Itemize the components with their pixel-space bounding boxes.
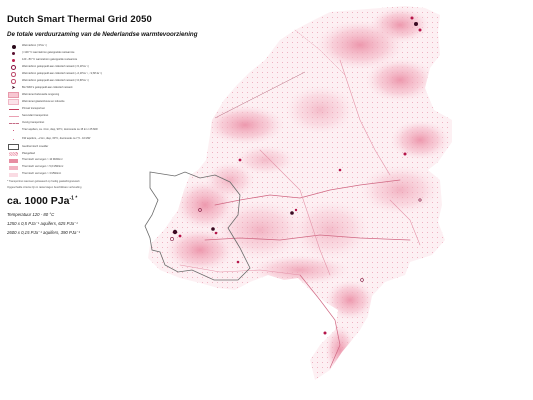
aquifer-dot-icon [7, 128, 20, 133]
aquifer-tiny-dot-icon [7, 137, 20, 142]
secondary-line-icon [7, 113, 20, 118]
large-source-icon [7, 44, 20, 49]
legend-item: Warmtebron (>PJa⁻¹) [7, 44, 117, 49]
legend-item: Thermisch vermogen > 3 MW/km² [7, 172, 117, 177]
legend-label: Geothermisch moedler [22, 144, 49, 148]
legend-label: Warmtenet glastuinbouw en industrie [22, 99, 65, 103]
fill-high-icon [7, 158, 20, 163]
legend-label: Warmtebron gekoppeld aan collectief netw… [22, 65, 89, 69]
arrow-icon: ➤ [11, 84, 16, 91]
legend-item: Primair transportnet [7, 106, 117, 111]
legend-label: Warmtenet bebouwde omgeving [22, 92, 60, 96]
legend-label: Thermisch vermogen > 5,6 MW/km² [22, 165, 64, 169]
red-dot-icon [7, 58, 20, 63]
legend-item: Plangebied [7, 151, 117, 156]
legend-label: KW aquifers, ~2 km, diep, 60°C, doorsned… [22, 136, 91, 140]
legend-item: (<130 °C warmtebron gekoppelde restwarmt… [7, 51, 117, 56]
fill-low-icon [7, 172, 20, 177]
plan-area-boundary [144, 171, 251, 281]
legend-label: Thermisch vermogen > 10 MW/km² [22, 158, 63, 162]
legend-item: ➤ Bio WKK's gekoppeld aan collectief net… [7, 84, 117, 91]
legend-footnote: * Transportnet wanneer gebaseerd op huid… [7, 180, 80, 183]
legend-label: Plangebied [22, 151, 35, 155]
dark-dot-icon [7, 51, 20, 56]
legend-item: Warmtenet bebouwde omgeving [7, 92, 117, 99]
heat-density-layer [165, 7, 450, 375]
light-area-icon [7, 99, 20, 106]
legend-item: Triaz aquifers, ca. 4 km, diep, 90°C, do… [7, 127, 117, 134]
map-subtitle: De totale verduurzaming van de Nederland… [7, 31, 198, 38]
legend-item: 120 - 80 °C warmtebron gekoppelde restwa… [7, 58, 117, 63]
dashed-line-icon [7, 120, 20, 125]
legend-label: Overig transportnet [22, 120, 45, 124]
small-ring-icon [7, 72, 20, 77]
legend-label: Warmtebron gekoppeld aan collectief netw… [22, 71, 103, 75]
map-title: Dutch Smart Thermal Grid 2050 [7, 14, 152, 25]
legend-label: Warmtebron (>PJa⁻¹) [22, 44, 47, 48]
legend-item: Overig transportnet [7, 120, 117, 125]
total-capacity: ca. 1000 PJa-1 * [7, 195, 77, 207]
legend-label: Triaz aquifers, ca. 4 km, diep, 90°C, do… [22, 128, 98, 132]
legend-item: Warmtebron gekoppeld aan collectief netw… [7, 65, 117, 70]
legend-label: Secundair transportnet [22, 113, 49, 117]
legend-item: Secundair transportnet [7, 113, 117, 118]
legend-label: (<130 °C warmtebron gekoppelde restwarmt… [22, 51, 75, 55]
stat-line: 1250 x 0,5 PJa⁻¹ aquifers, 625 PJa⁻¹ [7, 221, 78, 226]
legend-item: Warmtebron gekoppeld aan collectief netw… [7, 72, 117, 77]
hatch-area-icon [7, 151, 20, 156]
legend-item: KW aquifers, ~2 km, diep, 60°C, doorsned… [7, 136, 117, 143]
stat-line: Temperatuur 120 - 80 °C [7, 212, 55, 217]
legend-label: Primair transportnet [22, 106, 45, 110]
legend-item: Thermisch vermogen > 5,6 MW/km² [7, 165, 117, 170]
pink-area-icon [7, 92, 20, 99]
small-ring-icon [7, 79, 20, 84]
legend-footnote: Opgeschalde criteria zijn in rastervlage… [7, 186, 82, 189]
legend-label: 120 - 80 °C warmtebron gekoppelde restwa… [22, 58, 78, 62]
legend-label: Warmtebron gekoppeld aan collectief netw… [22, 78, 89, 82]
fill-mid-icon [7, 165, 20, 170]
north-sea-line [214, 71, 306, 119]
ring-icon [7, 65, 20, 70]
legend-label: Bio WKK's gekoppeld aan collectief netwe… [22, 85, 73, 89]
outline-area-icon [7, 144, 20, 151]
total-unit-sup: -1 * [69, 195, 78, 202]
legend-item: Warmtebron gekoppeld aan collectief netw… [7, 79, 117, 84]
legend-item: Thermisch vermogen > 10 MW/km² [7, 158, 117, 163]
primary-line-icon [7, 106, 20, 111]
legend-item: Geothermisch moedler [7, 144, 117, 151]
heat-sources [170, 16, 422, 335]
legend-item: Warmtenet glastuinbouw en industrie [7, 99, 117, 106]
total-value: ca. 1000 PJa [7, 195, 70, 207]
stat-line: 2600 x 0,15 PJa⁻¹ aquifers, 390 PJa⁻¹ [7, 230, 81, 235]
map-legend: Warmtebron (>PJa⁻¹) (<130 °C warmtebron … [7, 44, 117, 179]
legend-label: Thermisch vermogen > 3 MW/km² [22, 172, 62, 176]
